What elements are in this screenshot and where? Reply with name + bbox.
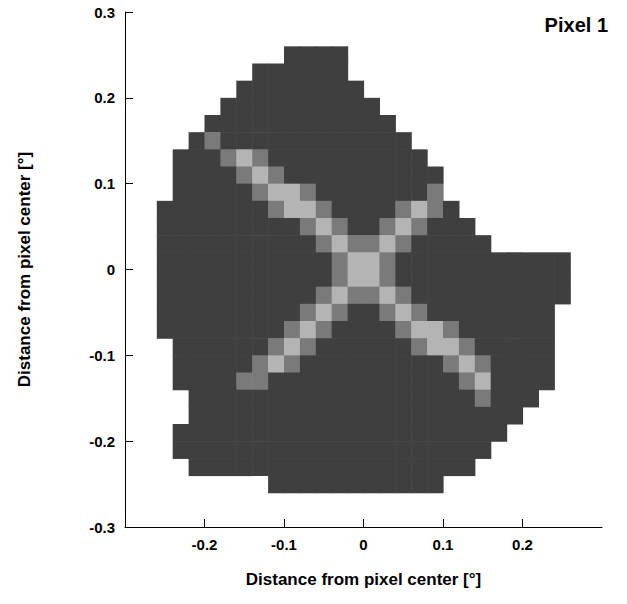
svg-text:0.1: 0.1 — [433, 536, 454, 553]
svg-text:Distance from pixel center [°]: Distance from pixel center [°] — [246, 570, 481, 589]
svg-text:-0.2: -0.2 — [89, 433, 115, 450]
svg-text:-0.2: -0.2 — [192, 536, 218, 553]
svg-text:Pixel 1: Pixel 1 — [545, 14, 608, 36]
svg-text:0.3: 0.3 — [94, 4, 115, 21]
svg-text:-0.3: -0.3 — [89, 519, 115, 536]
svg-text:0: 0 — [107, 261, 115, 278]
svg-text:0.1: 0.1 — [94, 175, 115, 192]
svg-text:-0.1: -0.1 — [271, 536, 297, 553]
svg-text:-0.1: -0.1 — [89, 347, 115, 364]
svg-text:0.2: 0.2 — [94, 89, 115, 106]
svg-text:0.2: 0.2 — [512, 536, 533, 553]
svg-text:0: 0 — [359, 536, 367, 553]
svg-text:Distance from pixel center [°]: Distance from pixel center [°] — [15, 152, 34, 387]
